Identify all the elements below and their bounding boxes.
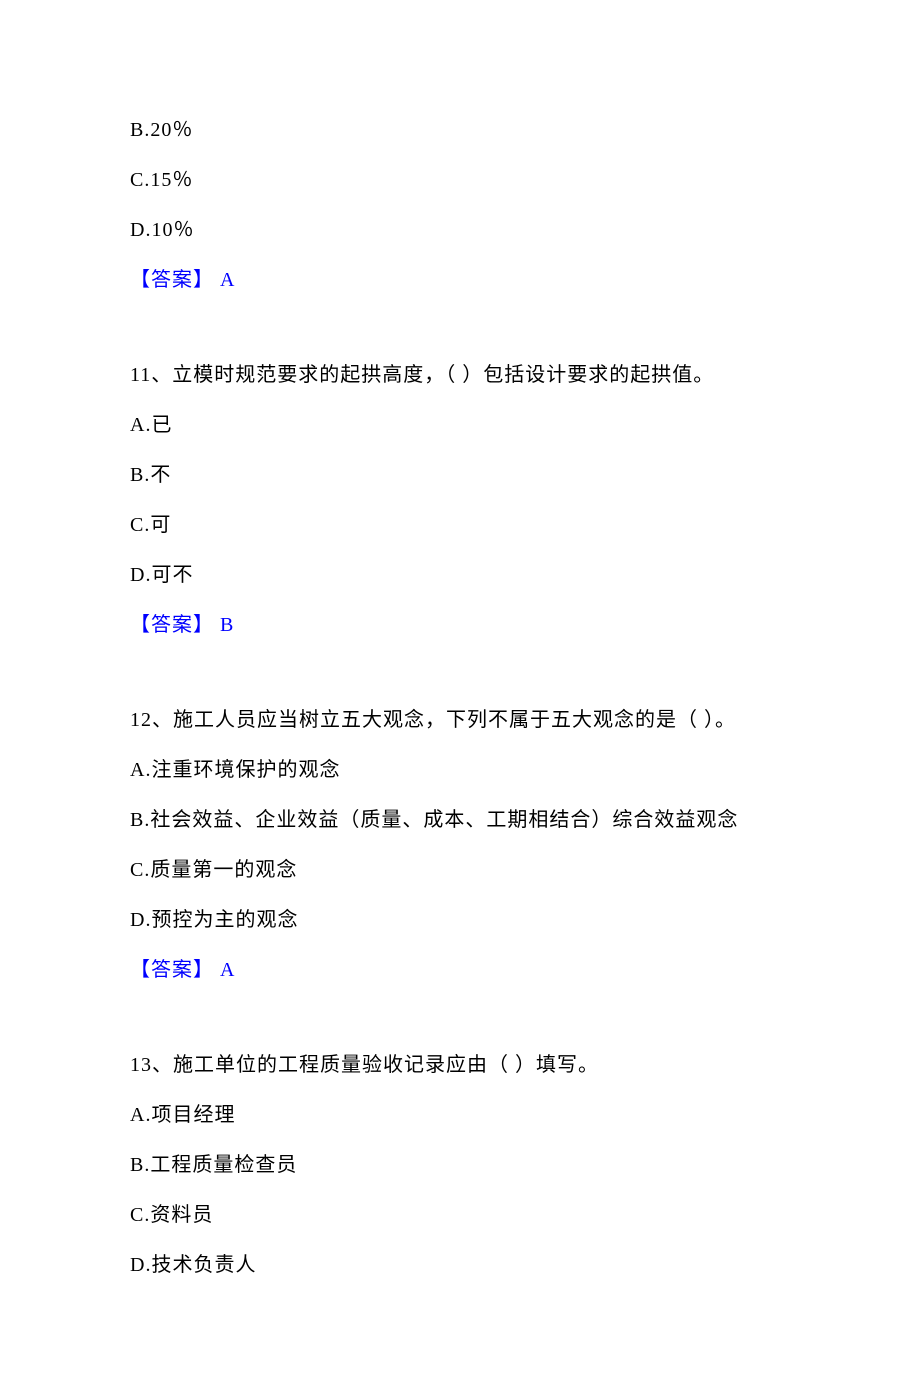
- q10-option-b: B.20％: [130, 115, 790, 145]
- q12-option-d: D.预控为主的观念: [130, 905, 790, 935]
- q11-answer: 【答案】 B: [130, 610, 790, 640]
- q12-answer-value: A: [220, 959, 235, 981]
- q10-answer: 【答案】 A: [130, 265, 790, 295]
- q11-option-a: A.已: [130, 410, 790, 440]
- q12-answer-label: 【答案】: [130, 959, 220, 981]
- q10-answer-label: 【答案】: [130, 269, 220, 291]
- section-gap: [130, 1005, 790, 1050]
- q13-question: 13、施工单位的工程质量验收记录应由（ ）填写。: [130, 1050, 790, 1080]
- q13-option-b: B.工程质量检查员: [130, 1150, 790, 1180]
- q12-option-c: C.质量第一的观念: [130, 855, 790, 885]
- q13-option-a: A.项目经理: [130, 1100, 790, 1130]
- q12-option-b: B.社会效益、企业效益（质量、成本、工期相结合）综合效益观念: [130, 805, 790, 835]
- section-gap: [130, 660, 790, 705]
- section-gap: [130, 315, 790, 360]
- q11-answer-label: 【答案】: [130, 614, 220, 636]
- q12-answer: 【答案】 A: [130, 955, 790, 985]
- q10-option-d: D.10％: [130, 215, 790, 245]
- q13-option-d: D.技术负责人: [130, 1250, 790, 1280]
- q11-question: 11、立模时规范要求的起拱高度，（ ）包括设计要求的起拱值。: [130, 360, 790, 390]
- q11-answer-value: B: [220, 614, 234, 636]
- q11-option-b: B.不: [130, 460, 790, 490]
- q11-option-d: D.可不: [130, 560, 790, 590]
- q12-option-a: A.注重环境保护的观念: [130, 755, 790, 785]
- q10-answer-value: A: [220, 269, 235, 291]
- q13-option-c: C.资料员: [130, 1200, 790, 1230]
- q10-option-c: C.15％: [130, 165, 790, 195]
- q12-question: 12、施工人员应当树立五大观念，下列不属于五大观念的是（ ）。: [130, 705, 790, 735]
- q11-option-c: C.可: [130, 510, 790, 540]
